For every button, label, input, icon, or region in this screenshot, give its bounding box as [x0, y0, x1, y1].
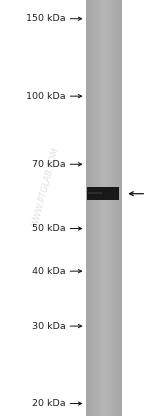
- Text: 50 kDa: 50 kDa: [32, 224, 66, 233]
- Bar: [86, 0, 87, 416]
- Bar: [109, 0, 110, 416]
- Bar: [89, 0, 90, 416]
- Bar: [120, 0, 121, 416]
- Bar: [107, 0, 108, 416]
- Text: WWW.PTGLAB.COM: WWW.PTGLAB.COM: [30, 146, 60, 228]
- Bar: [105, 0, 106, 416]
- Bar: [96, 0, 97, 416]
- Text: 30 kDa: 30 kDa: [32, 322, 66, 331]
- Bar: [93, 0, 94, 416]
- Bar: [117, 0, 118, 416]
- Bar: [99, 0, 100, 416]
- Bar: [88, 0, 89, 416]
- Bar: [92, 0, 93, 416]
- Bar: [111, 0, 112, 416]
- Bar: [118, 0, 119, 416]
- Bar: [102, 0, 103, 416]
- Bar: [119, 0, 120, 416]
- Bar: [114, 0, 115, 416]
- Bar: [99, 0, 100, 416]
- Bar: [90, 0, 91, 416]
- Text: 40 kDa: 40 kDa: [32, 267, 66, 276]
- Bar: [96, 0, 97, 416]
- Bar: [101, 0, 102, 416]
- Bar: [95, 0, 96, 416]
- Bar: [108, 0, 109, 416]
- Text: 20 kDa: 20 kDa: [32, 399, 66, 408]
- Bar: [110, 0, 111, 416]
- Text: 100 kDa: 100 kDa: [26, 92, 66, 101]
- Text: 70 kDa: 70 kDa: [32, 160, 66, 169]
- Bar: [121, 0, 122, 416]
- Bar: [87, 187, 119, 201]
- Bar: [87, 0, 88, 416]
- Bar: [87, 0, 88, 416]
- Bar: [117, 0, 118, 416]
- Bar: [91, 0, 92, 416]
- Bar: [120, 0, 121, 416]
- Bar: [108, 0, 109, 416]
- Bar: [111, 0, 112, 416]
- Bar: [113, 0, 114, 416]
- Bar: [114, 0, 115, 416]
- Bar: [98, 0, 99, 416]
- Bar: [103, 0, 104, 416]
- Bar: [116, 0, 117, 416]
- Bar: [97, 0, 98, 416]
- Bar: [105, 0, 106, 416]
- Bar: [115, 0, 116, 416]
- Bar: [106, 0, 107, 416]
- Bar: [100, 0, 101, 416]
- Bar: [112, 0, 113, 416]
- Bar: [104, 0, 105, 416]
- Text: 150 kDa: 150 kDa: [26, 14, 66, 23]
- Bar: [93, 0, 94, 416]
- Bar: [94, 0, 95, 416]
- Bar: [90, 0, 91, 416]
- Bar: [102, 0, 103, 416]
